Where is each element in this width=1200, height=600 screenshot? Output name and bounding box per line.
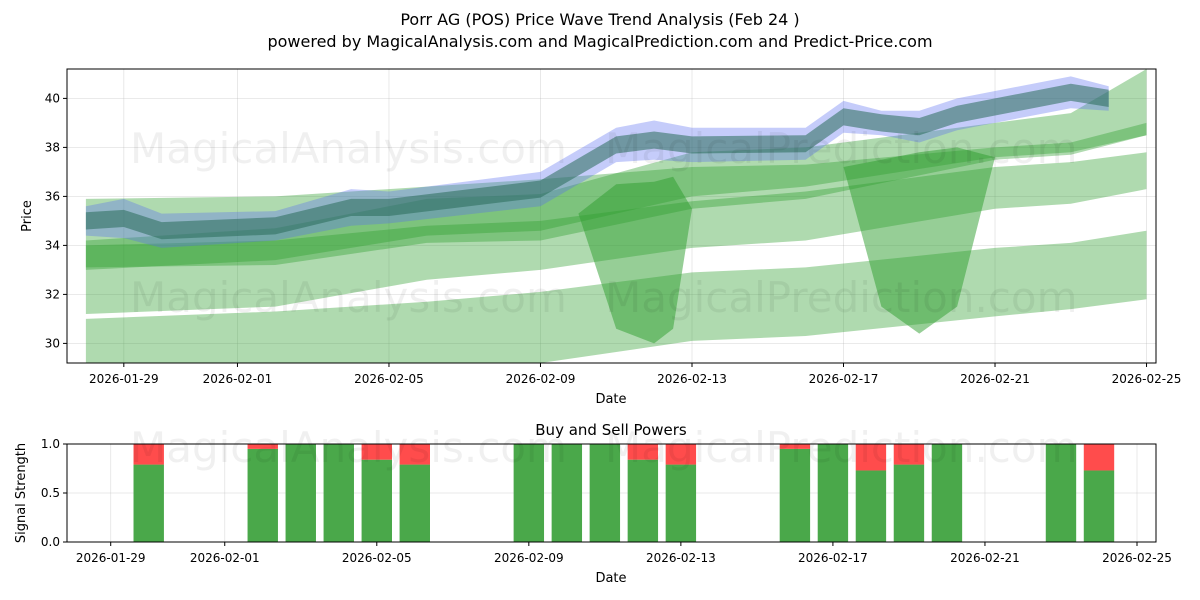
buy-bar-4 [361,459,392,542]
chart-subtitle: powered by MagicalAnalysis.com and Magic… [267,32,932,51]
green-band-4 [578,176,692,344]
chart-title: Porr AG (POS) Price Wave Trend Analysis … [400,10,799,29]
signal-x-ticks: 2026-01-29 2026-02-01 2026-02-05 2026-02-09… [76,542,1172,565]
sell-bar-17 [1083,444,1115,471]
price-ytick-label-0: 30 [45,336,60,350]
watermark-left-lower: MagicalAnalysis.com [130,273,567,322]
watermark-right-bottom: MagicalPrediction.com [605,423,1078,472]
buy-bar-0 [133,464,164,542]
price-watermarks: MagicalAnalysis.com MagicalPrediction.co… [130,124,1078,322]
buy-bar-15 [931,444,963,542]
sell-bar-9 [627,444,659,460]
sell-bar-10 [665,444,697,465]
price-y-axis-label: Price [20,200,35,232]
signal-xtick-label-0: 2026-01-29 [76,551,146,565]
signal-y-ticks: 0.0 0.5 1.0 [41,437,67,549]
price-xtick-label-5: 2026-02-17 [809,372,879,386]
signal-watermarks: MagicalAnalysis.com MagicalPrediction.co… [130,423,1078,472]
price-ytick-label-1: 32 [45,287,60,301]
signal-chart-title: Buy and Sell Powers [535,421,687,439]
buy-bar-16 [1045,444,1077,542]
price-chart: MagicalAnalysis.com MagicalPrediction.co… [20,68,1181,407]
price-xtick-label-4: 2026-02-13 [657,372,727,386]
signal-xtick-label-3: 2026-02-09 [494,551,564,565]
price-xtick-label-7: 2026-02-25 [1112,372,1182,386]
signal-xtick-label-7: 2026-02-25 [1102,551,1172,565]
green-band-5 [843,147,995,334]
buy-bar-1 [247,448,278,542]
sell-bar-4 [361,444,392,460]
buy-bar-3 [323,444,354,542]
signal-xtick-label-6: 2026-02-21 [950,551,1020,565]
sell-bar-1 [247,444,278,449]
blue-band-core [85,83,1109,240]
signal-xtick-label-4: 2026-02-13 [646,551,716,565]
price-xtick-label-1: 2026-02-01 [203,372,273,386]
sell-bar-14 [893,444,925,465]
sell-bar-13 [855,444,887,471]
buy-bar-2 [285,444,316,542]
signal-chart: Buy and Sell Powers MagicalAnalysis.com … [14,421,1172,586]
buy-bar-17 [1083,470,1115,542]
watermark-right-upper: MagicalPrediction.com [605,124,1078,173]
price-xtick-label-0: 2026-01-29 [89,372,159,386]
buy-bar-12 [817,444,849,542]
signal-y-axis-label: Signal Strength [14,443,29,543]
price-ytick-label-4: 38 [45,140,60,154]
buy-bar-6 [513,444,545,542]
buy-bar-13 [855,470,887,542]
buy-bar-7 [551,444,583,542]
watermark-left-bottom: MagicalAnalysis.com [130,423,567,472]
price-y-ticks: 30 32 34 36 38 40 [45,91,67,350]
sell-bar-11 [779,444,811,449]
signal-bars [133,444,1115,542]
watermark-right-lower: MagicalPrediction.com [605,273,1078,322]
signal-xtick-label-2: 2026-02-05 [342,551,412,565]
price-xtick-label-3: 2026-02-09 [506,372,576,386]
buy-bar-11 [779,448,811,542]
buy-bar-14 [893,464,925,542]
signal-ytick-label-2: 1.0 [41,437,60,451]
watermark-left-upper: MagicalAnalysis.com [130,124,567,173]
green-band-3 [85,69,1147,270]
sell-bar-0 [133,444,164,465]
price-ytick-label-2: 34 [45,238,60,252]
signal-xtick-label-5: 2026-02-17 [798,551,868,565]
signal-ytick-label-0: 0.0 [41,535,60,549]
signal-x-axis-label: Date [595,571,626,586]
price-plot-frame [66,68,1157,364]
price-bands [85,69,1147,363]
sell-bar-5 [399,444,430,465]
price-ytick-label-5: 40 [45,91,60,105]
buy-bar-5 [399,464,430,542]
buy-bar-9 [627,459,659,542]
buy-bar-8 [589,444,621,542]
buy-bar-10 [665,464,697,542]
signal-ytick-label-1: 0.5 [41,486,60,500]
signal-xtick-label-1: 2026-02-01 [190,551,260,565]
price-ytick-label-3: 36 [45,189,60,203]
price-x-axis-label: Date [595,392,626,407]
price-xtick-label-6: 2026-02-21 [960,372,1030,386]
price-xtick-label-2: 2026-02-05 [354,372,424,386]
price-x-ticks: 2026-01-29 2026-02-01 2026-02-05 2026-02-09… [89,363,1181,386]
